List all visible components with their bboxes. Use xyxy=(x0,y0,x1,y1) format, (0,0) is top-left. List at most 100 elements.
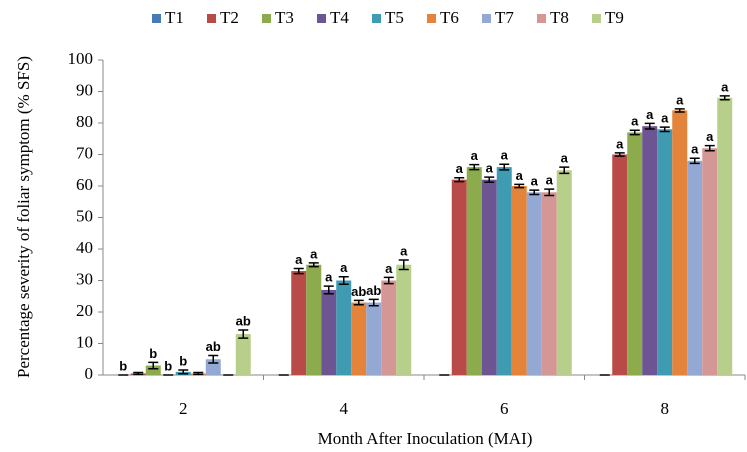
legend-label: T9 xyxy=(605,8,624,27)
x-axis-label: Month After Inoculation (MAI) xyxy=(318,429,533,448)
significance-letter: a xyxy=(646,107,654,122)
significance-letter: a xyxy=(340,260,348,275)
bar xyxy=(381,280,397,375)
legend-swatch xyxy=(317,14,326,23)
bar xyxy=(717,97,733,376)
error-bar xyxy=(383,276,394,285)
significance-letter: a xyxy=(516,168,524,183)
bar xyxy=(511,186,527,375)
error-bar xyxy=(644,122,655,130)
significance-letter: a xyxy=(546,173,554,188)
bar xyxy=(351,302,367,375)
legend-label: T1 xyxy=(165,8,184,27)
y-tick-label: 40 xyxy=(76,238,93,257)
bar xyxy=(612,154,628,375)
error-bar xyxy=(674,108,685,113)
error-bar xyxy=(544,188,555,197)
error-bar xyxy=(659,126,670,133)
error-bar xyxy=(148,361,159,370)
significance-letter: b xyxy=(119,358,127,373)
significance-letter: a xyxy=(310,246,318,261)
bar xyxy=(541,192,557,375)
legend-label: T8 xyxy=(550,8,569,27)
error-bar xyxy=(338,275,349,286)
bar xyxy=(672,110,688,376)
error-bar xyxy=(559,166,570,175)
bar xyxy=(526,192,542,375)
significance-letter: a xyxy=(295,252,303,267)
error-bar xyxy=(689,157,700,165)
y-tick-label: 100 xyxy=(68,49,94,68)
bar xyxy=(366,302,382,375)
legend-label: T6 xyxy=(440,8,459,27)
error-bar xyxy=(499,163,510,171)
significance-letter: a xyxy=(385,261,393,276)
bar xyxy=(642,126,658,376)
bar xyxy=(466,167,482,375)
legend-swatch xyxy=(537,14,546,23)
significance-letter: a xyxy=(325,270,333,285)
significance-letter: ab xyxy=(351,284,366,299)
error-bar xyxy=(193,371,204,376)
legend-label: T3 xyxy=(275,8,294,27)
error-bar xyxy=(484,176,495,183)
y-tick-label: 10 xyxy=(76,332,93,351)
bar xyxy=(481,179,497,375)
bar xyxy=(145,365,161,375)
bar xyxy=(687,160,703,375)
bar xyxy=(321,289,337,375)
legend-label: T4 xyxy=(330,8,349,27)
legend-swatch xyxy=(262,14,271,23)
legend-label: T7 xyxy=(495,8,514,27)
error-bar xyxy=(614,152,625,157)
legend-label: T5 xyxy=(385,8,404,27)
error-bar xyxy=(704,144,715,152)
error-bar xyxy=(469,163,480,171)
bar xyxy=(657,129,673,375)
legend-swatch xyxy=(372,14,381,23)
y-tick-label: 20 xyxy=(76,301,93,320)
error-bar xyxy=(238,329,249,339)
significance-letter: a xyxy=(531,174,539,189)
x-tick-label: 6 xyxy=(500,399,509,418)
significance-letter: a xyxy=(706,129,714,144)
significance-letter: a xyxy=(721,79,729,94)
x-tick-label: 8 xyxy=(661,399,670,418)
y-axis-label: Percentage severity of foliar symptom (%… xyxy=(14,56,33,378)
y-tick-label: 30 xyxy=(76,269,93,288)
bar xyxy=(291,271,307,375)
error-bar xyxy=(514,183,525,189)
y-tick-label: 60 xyxy=(76,175,93,194)
y-tick-label: 70 xyxy=(76,143,93,162)
error-bar xyxy=(368,298,379,307)
significance-letter: a xyxy=(561,151,569,166)
significance-letter: a xyxy=(486,161,494,176)
bar xyxy=(336,280,352,375)
significance-letter: a xyxy=(400,243,408,258)
bar xyxy=(451,179,467,375)
error-bar xyxy=(178,369,189,375)
legend-swatch xyxy=(427,14,436,23)
significance-letter: ab xyxy=(366,283,381,298)
error-bar xyxy=(293,267,304,275)
bar xyxy=(556,170,572,375)
error-bar xyxy=(323,285,334,295)
legend-swatch xyxy=(152,14,161,23)
bar xyxy=(235,334,251,375)
bar xyxy=(306,264,322,375)
error-bar xyxy=(133,371,144,376)
significance-letter: b xyxy=(149,346,157,361)
legend-swatch xyxy=(482,14,491,23)
bar xyxy=(496,167,512,375)
legend-label: T2 xyxy=(220,8,239,27)
bar xyxy=(702,148,718,375)
significance-letter: a xyxy=(471,148,479,163)
significance-letter: ab xyxy=(206,339,221,354)
significance-letter: a xyxy=(631,114,639,129)
significance-letter: a xyxy=(456,161,464,176)
error-bar xyxy=(629,129,640,136)
x-tick-label: 4 xyxy=(340,399,349,418)
y-tick-label: 0 xyxy=(85,364,94,383)
significance-letter: b xyxy=(179,353,187,368)
